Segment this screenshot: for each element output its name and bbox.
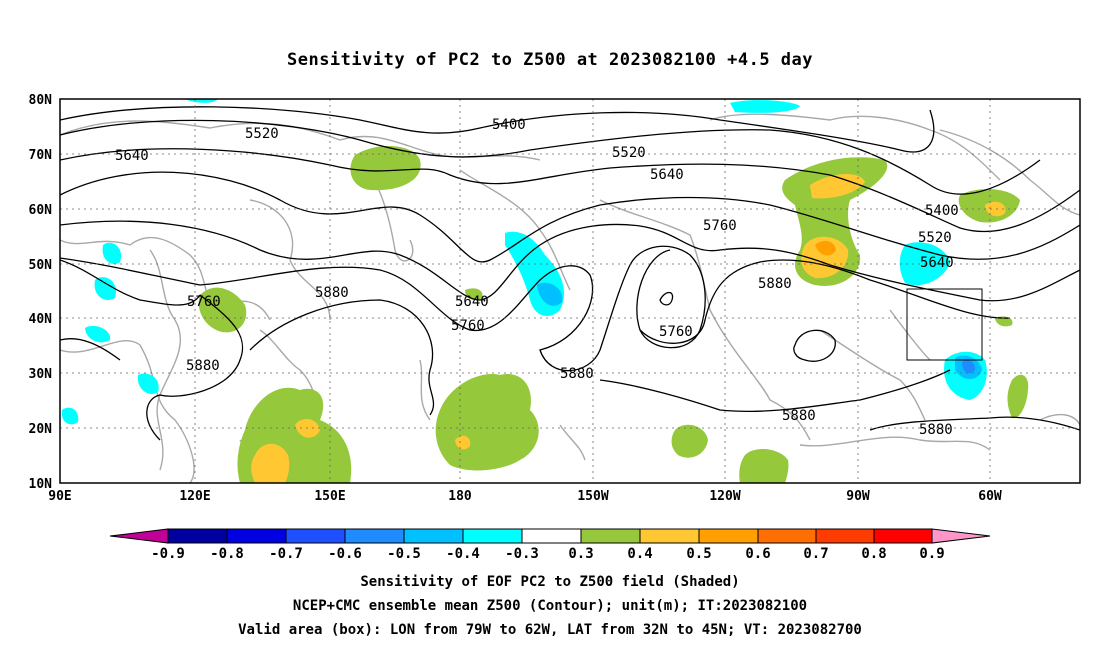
- footer-line-1: Sensitivity of EOF PC2 to Z500 field (Sh…: [360, 574, 740, 590]
- colorbar-label: -0.6: [328, 546, 362, 562]
- contour-label: 5520: [612, 145, 646, 161]
- page-title: Sensitivity of PC2 to Z500 at 2023082100…: [286, 50, 813, 70]
- shade-green-11: [995, 316, 1013, 327]
- shade-green-4: [435, 374, 539, 471]
- lat-label: 10N: [29, 477, 53, 492]
- colorbar-label: -0.8: [210, 546, 244, 562]
- contour-label: 5640: [920, 255, 954, 271]
- lon-label: 150W: [577, 489, 608, 504]
- colorbar-cell: [815, 528, 875, 544]
- shade-yellow-5: [985, 201, 1006, 217]
- lat-label: 20N: [29, 422, 53, 437]
- colorbar-cell: [403, 528, 464, 544]
- contour-label: 5640: [115, 148, 149, 164]
- shade-green-1: [350, 145, 421, 191]
- contour-label: 5880: [186, 358, 220, 374]
- contour-label: 5760: [703, 218, 737, 234]
- lon-label: 120E: [179, 489, 210, 504]
- lat-label: 40N: [29, 312, 53, 327]
- colorbar-label: 0.3: [568, 546, 593, 562]
- colorbar-label: 0.8: [861, 546, 886, 562]
- lat-label: 80N: [29, 93, 53, 108]
- shade-yellow-3: [251, 443, 290, 483]
- contour-label: 5760: [451, 318, 485, 334]
- footer-line-3: Valid area (box): LON from 79W to 62W, L…: [238, 622, 862, 638]
- shade-cyan-8: [61, 407, 79, 425]
- contour-label: 5880: [560, 366, 594, 382]
- colorbar-label: -0.5: [387, 546, 421, 562]
- colorbar-cell: [580, 528, 641, 544]
- grid: [60, 99, 1080, 483]
- lat-label: 50N: [29, 258, 53, 273]
- contour-label: 5640: [650, 167, 684, 183]
- contour-label: 5880: [919, 422, 953, 438]
- shade-blue-3: [962, 360, 976, 374]
- lon-label: 90W: [846, 489, 870, 504]
- contour-label: 5760: [659, 324, 693, 340]
- shade-green-2: [198, 287, 247, 333]
- colorbar-label: -0.7: [269, 546, 303, 562]
- lon-label: 150E: [314, 489, 345, 504]
- shade-green-9: [739, 448, 789, 483]
- colorbar-label: 0.9: [919, 546, 944, 562]
- colorbar-label: 0.7: [803, 546, 828, 562]
- contour-label: 5400: [925, 203, 959, 219]
- colorbar-cell: [757, 528, 817, 544]
- lon-label: 180: [448, 489, 472, 504]
- shade-cyan-1: [730, 100, 800, 113]
- plot-frame: [59, 98, 1081, 484]
- shade-green-8: [671, 424, 708, 458]
- shade-green-7: [1007, 374, 1029, 419]
- colorbar-cell: [344, 528, 405, 544]
- shade-cyan-7: [137, 373, 159, 395]
- contour-label: 5880: [758, 276, 792, 292]
- lat-label: 70N: [29, 148, 53, 163]
- contour-label: 5880: [315, 285, 349, 301]
- shade-yellow-6: [455, 435, 471, 450]
- shade-cyan-5: [94, 277, 116, 300]
- shade-yellow-1: [810, 174, 865, 199]
- shade-cyan-2: [185, 99, 218, 103]
- colorbar-label: -0.9: [151, 546, 185, 562]
- colorbar-cell: [226, 528, 287, 544]
- contour-label: 5520: [918, 230, 952, 246]
- colorbar-cell: [167, 528, 228, 544]
- lon-label: 90E: [48, 489, 71, 504]
- colorbar-label: -0.4: [446, 546, 480, 562]
- lon-label: 60W: [978, 489, 1002, 504]
- colorbar: [109, 528, 991, 544]
- colorbar-low-arrow: [109, 528, 169, 544]
- shade-orange-1: [815, 240, 836, 256]
- colorbar-cell: [285, 528, 346, 544]
- colorbar-high-arrow: [931, 528, 991, 544]
- contour-label: 5880: [782, 408, 816, 424]
- colorbar-label: 0.5: [686, 546, 711, 562]
- contour-label: 5400: [492, 117, 526, 133]
- colorbar-label: 0.6: [745, 546, 770, 562]
- contour-label: 5760: [187, 294, 221, 310]
- colorbar-label: 0.4: [627, 546, 652, 562]
- colorbar-cell: [639, 528, 700, 544]
- colorbar-label: -0.3: [505, 546, 539, 562]
- lon-label: 120W: [709, 489, 740, 504]
- colorbar-cell: [698, 528, 759, 544]
- shading: [61, 99, 1029, 483]
- footer-line-2: NCEP+CMC ensemble mean Z500 (Contour); u…: [292, 598, 808, 614]
- colorbar-cell: [873, 528, 933, 544]
- shade-blue-1: [537, 282, 563, 306]
- contour-label: 5520: [245, 126, 279, 142]
- colorbar-cell: [462, 528, 523, 544]
- lat-label: 60N: [29, 203, 53, 218]
- colorbar-cell: [521, 528, 582, 544]
- valid-area-box: [906, 288, 983, 361]
- shade-cyan-6: [85, 325, 111, 343]
- shade-cyan-4: [102, 242, 122, 265]
- coastlines: [60, 113, 1080, 483]
- lat-label: 30N: [29, 367, 53, 382]
- z500-contours: [60, 106, 1080, 441]
- contour-label: 5640: [455, 294, 489, 310]
